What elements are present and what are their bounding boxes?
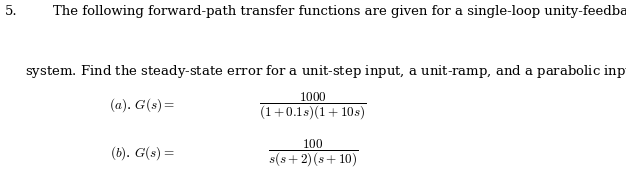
Text: 5.: 5. <box>5 5 18 18</box>
Text: system. Find the steady-state error for a unit-step input, a unit-ramp, and a pa: system. Find the steady-state error for … <box>25 59 626 86</box>
Text: $\dfrac{100}{s(s+2)(s+10)}$: $\dfrac{100}{s(s+2)(s+10)}$ <box>268 138 358 168</box>
Text: $(a)$. $G(s) = $: $(a)$. $G(s) = $ <box>109 97 175 114</box>
Text: $(b)$. $G(s) = $: $(b)$. $G(s) = $ <box>110 144 175 162</box>
Text: The following forward-path transfer functions are given for a single-loop unity-: The following forward-path transfer func… <box>53 5 626 18</box>
Text: $\dfrac{1000}{(1+0.1s)(1+10s)}$: $\dfrac{1000}{(1+0.1s)(1+10s)}$ <box>259 90 367 121</box>
